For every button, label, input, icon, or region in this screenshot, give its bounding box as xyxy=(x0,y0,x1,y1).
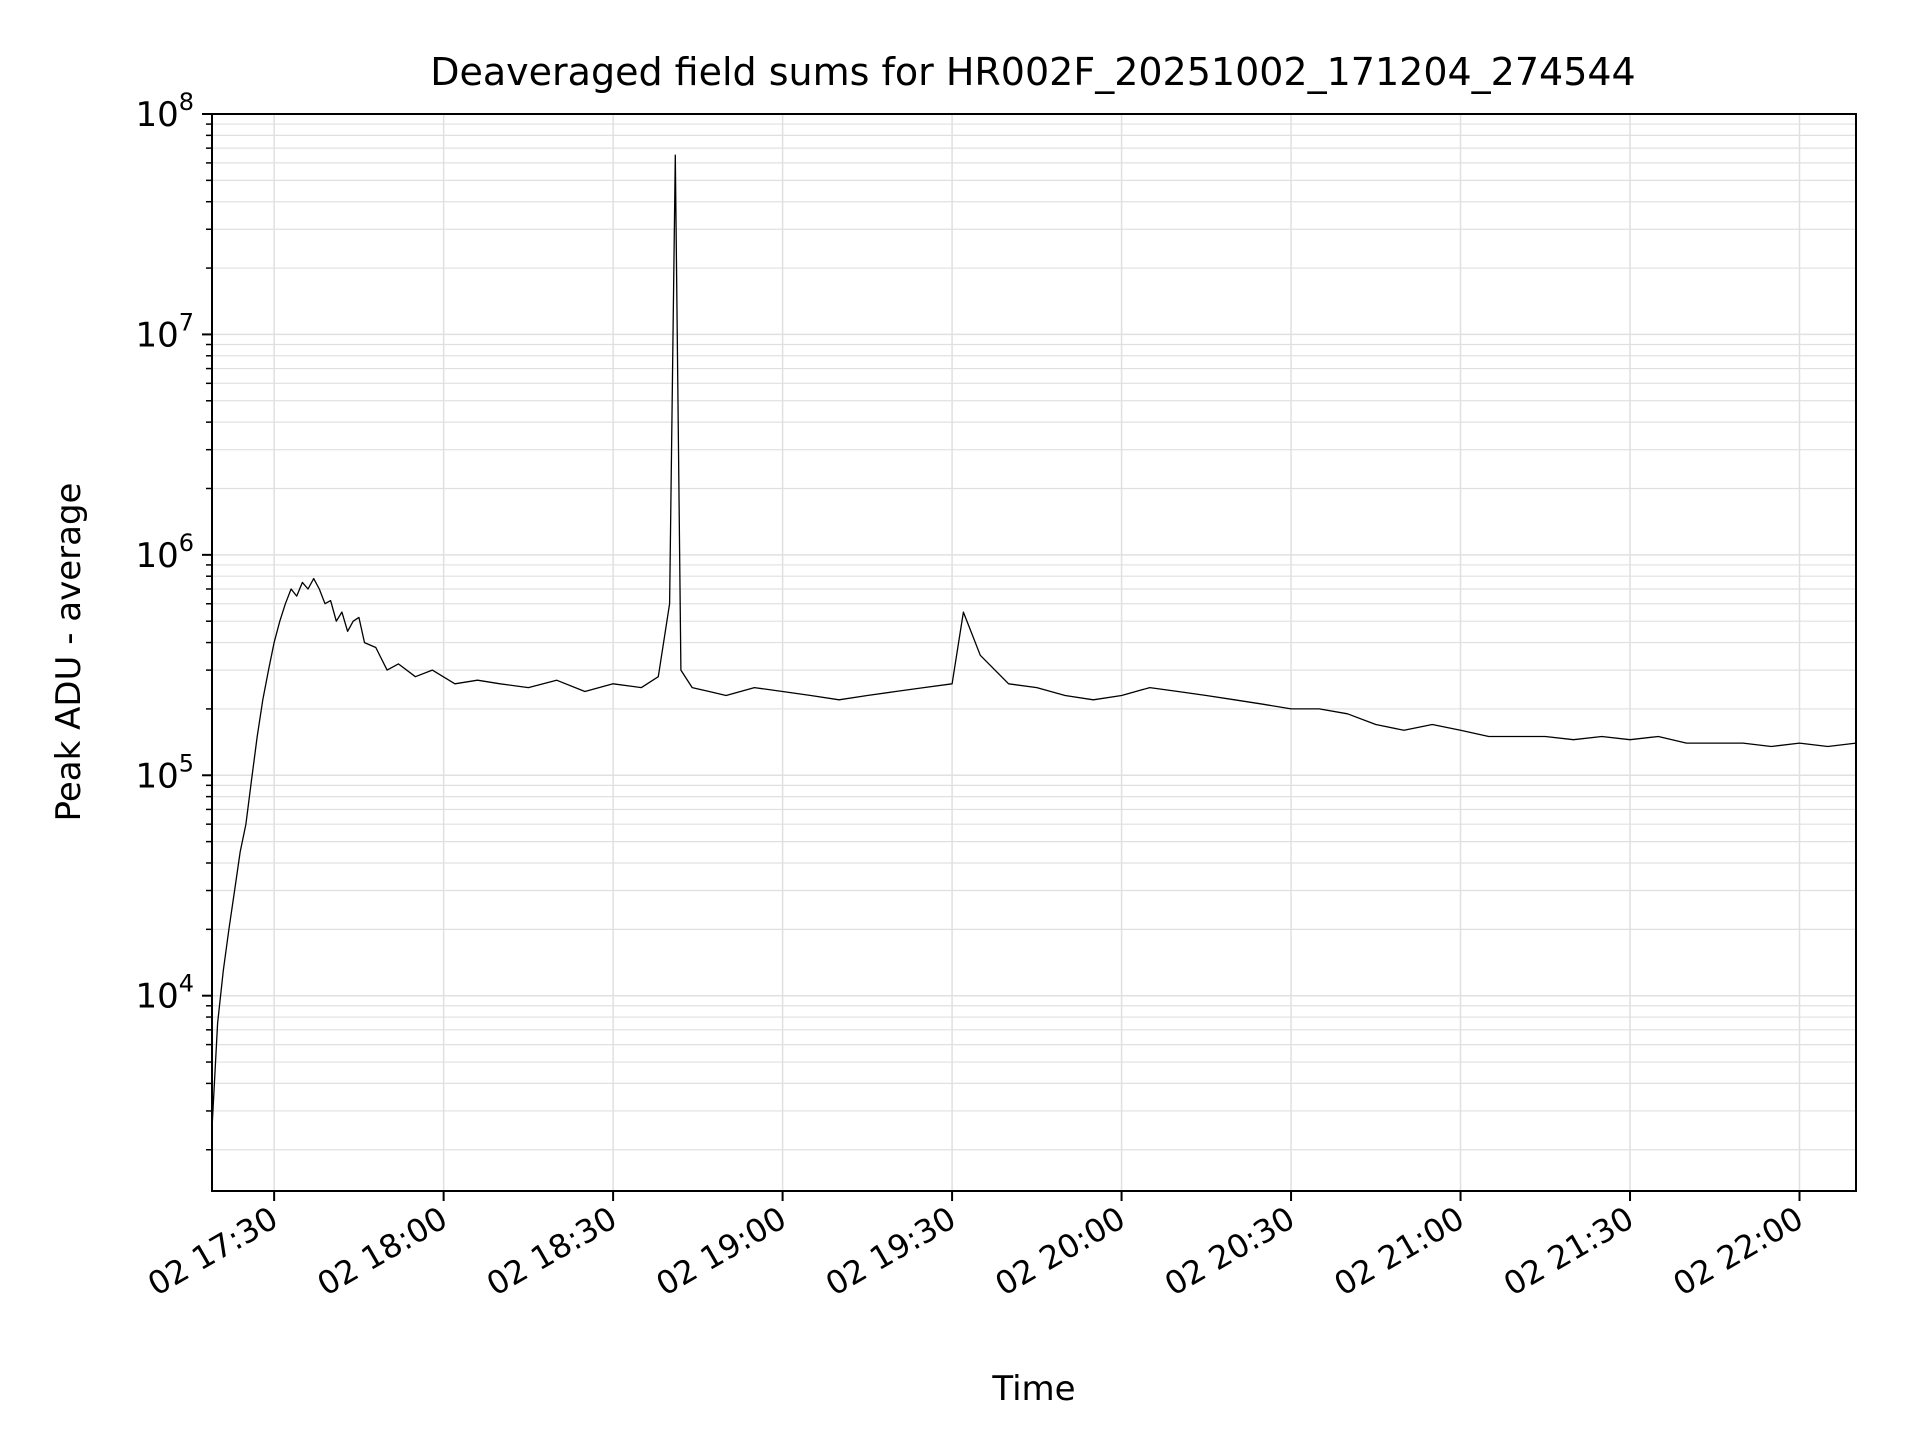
y-tick-label: 106 xyxy=(135,529,194,576)
y-tick-exponent: 7 xyxy=(179,308,194,336)
y-tick-exponent: 8 xyxy=(179,88,194,116)
chart-title: Deaveraged field sums for HR002F_2025100… xyxy=(430,50,1635,94)
y-tick-exponent: 4 xyxy=(179,970,194,998)
y-tick-label: 107 xyxy=(135,308,194,355)
x-axis-label: Time xyxy=(991,1369,1075,1409)
y-tick-base: 10 xyxy=(135,95,178,135)
y-tick-base: 10 xyxy=(135,977,178,1017)
y-tick-label: 105 xyxy=(135,749,194,796)
y-tick-label: 108 xyxy=(135,88,194,135)
plot-frame xyxy=(211,113,1857,1192)
y-axis-label: Peak ADU - average xyxy=(49,483,89,822)
y-tick-base: 10 xyxy=(135,315,178,355)
grid-layer xyxy=(212,114,1856,1191)
y-tick-base: 10 xyxy=(135,536,178,576)
y-tick-base: 10 xyxy=(135,756,178,796)
y-tick-exponent: 6 xyxy=(179,529,194,557)
y-tick-label: 104 xyxy=(135,970,194,1017)
series-line xyxy=(211,154,1857,1129)
y-tick-exponent: 5 xyxy=(179,749,194,777)
